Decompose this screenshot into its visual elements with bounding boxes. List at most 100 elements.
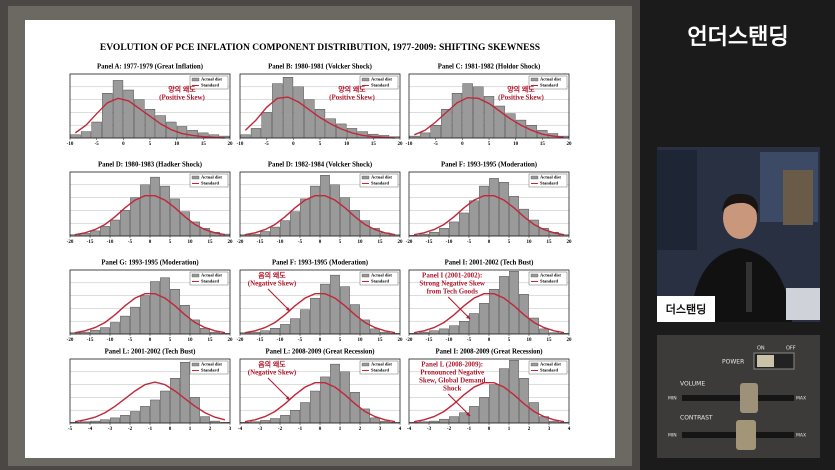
bar (282, 76, 294, 139)
x-tick-label: -3 (427, 427, 432, 432)
x-tick-label: 0 (319, 240, 322, 245)
contrast-max: MAX (796, 433, 806, 439)
x-tick-label: 5 (339, 240, 342, 245)
bar (429, 330, 439, 335)
panel-title: Panel D: 1980-1983 (Hadker Shock) (98, 162, 202, 169)
bar (441, 108, 452, 139)
bar (160, 185, 170, 237)
bar (272, 83, 283, 139)
legend-entry: Standard (371, 83, 390, 88)
x-tick-label: -5 (467, 338, 472, 343)
bar (190, 397, 200, 424)
bar (270, 418, 280, 424)
bar (449, 325, 459, 335)
webcam-label-box (657, 296, 715, 322)
bar (340, 286, 350, 335)
bar (462, 83, 473, 139)
bar (473, 86, 484, 139)
legend-entry: Actual dist (201, 175, 222, 180)
bar (479, 303, 489, 335)
bar (449, 221, 459, 237)
x-tick-label: -15 (426, 338, 433, 343)
legend-entry: Standard (540, 368, 559, 373)
bar (290, 410, 300, 424)
x-tick-label: -20 (406, 240, 413, 245)
x-tick-label: 4 (568, 427, 571, 432)
bar (300, 402, 310, 424)
curve (74, 194, 226, 236)
arrow-head (466, 412, 471, 416)
bar (180, 211, 190, 237)
x-tick-label: -5 (467, 240, 472, 245)
bar (310, 297, 320, 335)
x-tick-label: 20 (567, 142, 573, 147)
x-tick-label: -15 (87, 240, 94, 245)
x-tick-label: -10 (67, 142, 74, 147)
bar (439, 418, 449, 424)
legend-entry: Standard (201, 368, 220, 373)
x-tick-label: 15 (540, 142, 546, 147)
x-tick-label: 1 (508, 427, 511, 432)
legend-entry: Actual dist (540, 175, 561, 180)
channel-name: 언더스탠딩 (687, 25, 788, 50)
x-tick-label: 15 (547, 338, 553, 343)
person-body (690, 248, 792, 322)
bar (170, 289, 180, 335)
x-tick-label: 4 (399, 427, 402, 432)
x-tick-label: 15 (378, 338, 384, 343)
x-tick-label: 0 (488, 240, 491, 245)
curve (74, 97, 225, 139)
legend-swatch (530, 175, 539, 180)
bar (110, 322, 120, 335)
curve (74, 292, 226, 334)
bar (170, 198, 180, 237)
bar (270, 328, 280, 335)
bar (469, 313, 479, 335)
legend-entry: Actual dist (540, 273, 561, 278)
panel-title: Panel I: 2008-2009 (Great Recession) (435, 349, 542, 356)
x-tick-label: -15 (426, 240, 433, 245)
x-tick-label: -15 (257, 338, 264, 343)
bar (451, 92, 463, 139)
x-tick-label: 0 (319, 338, 322, 343)
bar (483, 96, 495, 139)
contrast-min: MIN (668, 433, 677, 439)
x-tick-label: -10 (446, 338, 453, 343)
panel-title: Panel B: 1980-1981 (Volcker Shock) (268, 64, 372, 71)
bar (340, 197, 350, 237)
volume-min: MIN (668, 396, 677, 402)
x-tick-label: 10 (527, 338, 533, 343)
arrow-head (466, 315, 471, 319)
curve (414, 96, 564, 139)
bar (130, 411, 140, 424)
arrow (447, 296, 471, 320)
annotation: 양의 왜도 (507, 85, 535, 94)
legend-box (189, 271, 229, 286)
bar (469, 200, 479, 237)
panel-title: Panel D: 1982-1984 (Volcker Shock) (268, 162, 372, 169)
legend-swatch (530, 77, 539, 82)
bar (499, 368, 509, 424)
x-tick-label: 10 (188, 338, 194, 343)
annotation: (Positive Skew) (159, 94, 205, 102)
bar (479, 397, 489, 424)
x-tick-label: 10 (344, 142, 350, 147)
x-tick-label: 20 (398, 338, 404, 343)
annotation: Pronounced Negative (420, 369, 484, 377)
legend-swatch (530, 273, 539, 278)
x-tick-label: 10 (188, 240, 194, 245)
bar (240, 134, 251, 139)
legend-entry: Actual dist (201, 273, 222, 278)
panel-title: Panel A: 1977-1979 (Great Inflation) (97, 64, 203, 71)
x-tick-label: -10 (406, 142, 413, 147)
legend-swatch (530, 362, 539, 367)
arrow-head (286, 396, 290, 400)
legend-swatch (361, 273, 370, 278)
x-tick-label: 5 (169, 240, 172, 245)
bar (140, 184, 150, 237)
x-tick-label: 15 (208, 338, 214, 343)
bar (489, 289, 499, 335)
legend-box (189, 75, 229, 90)
x-tick-label: 10 (358, 338, 364, 343)
x-tick-label: 0 (488, 427, 491, 432)
